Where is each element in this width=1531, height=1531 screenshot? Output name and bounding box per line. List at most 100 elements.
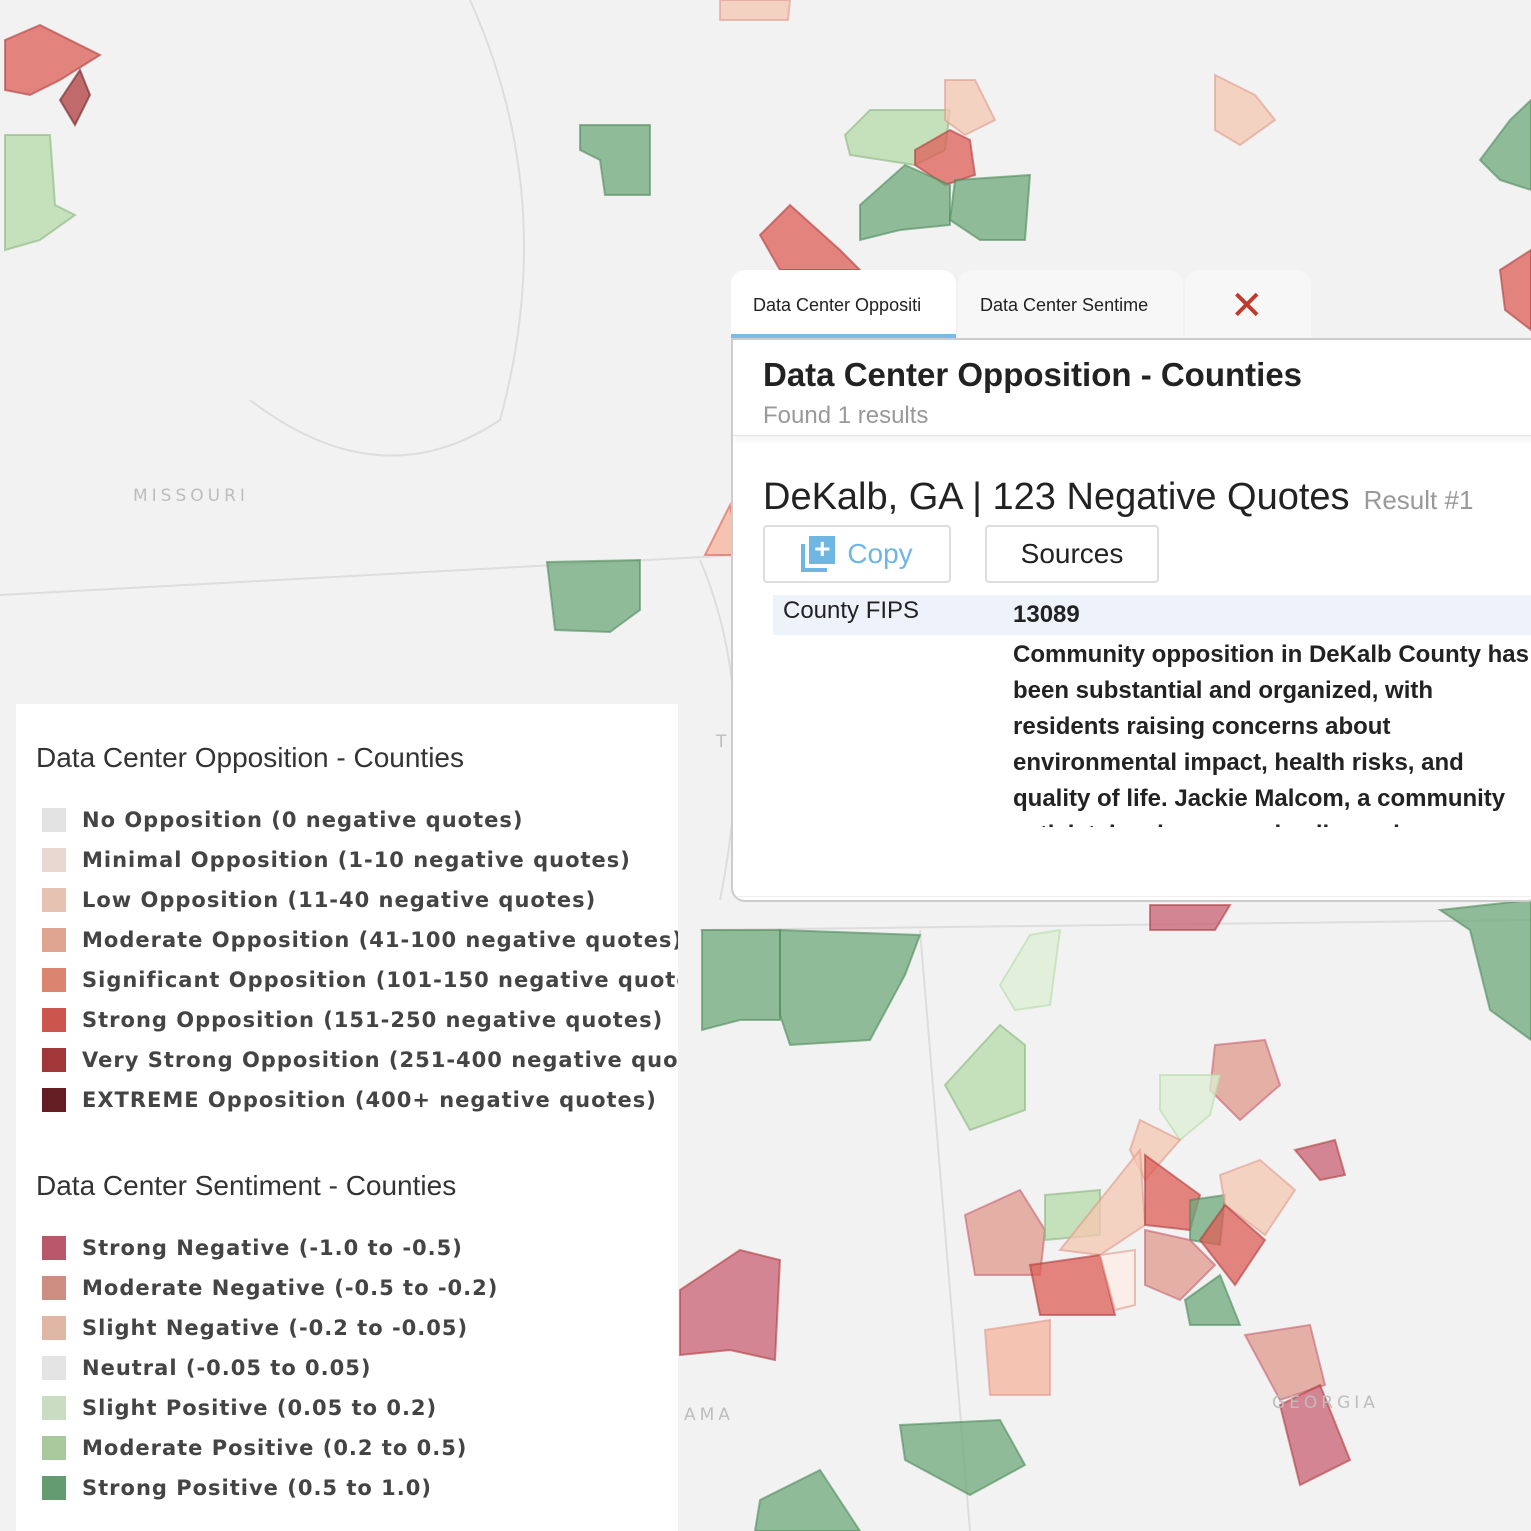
copy-label: Copy (847, 538, 913, 569)
county-polygon (1159, 1074, 1222, 1142)
county-polygon (983, 1318, 1051, 1396)
legend-item: Slight Positive (0.05 to 0.2) (36, 1388, 658, 1428)
legend-label: Moderate Opposition (41-100 negative quo… (82, 928, 678, 952)
county-polygon (753, 1468, 862, 1531)
legend-label: Slight Negative (-0.2 to -0.05) (82, 1316, 469, 1340)
legend-label: No Opposition (0 negative quotes) (82, 808, 524, 832)
legend-swatch (42, 968, 66, 992)
county-polygon (1208, 1038, 1282, 1122)
table-row: County FIPS 13089 (773, 595, 1531, 635)
state-label-alabama: AMA (684, 1405, 734, 1425)
legend-item: Significant Opposition (101-150 negative… (36, 960, 678, 1000)
county-polygon (1214, 73, 1277, 147)
legend-item: Very Strong Opposition (251-400 negative… (36, 1040, 678, 1080)
legend-item: Strong Negative (-1.0 to -0.5) (36, 1228, 658, 1268)
legend-label: Strong Opposition (151-250 negative quot… (82, 1008, 664, 1032)
legend-item: Minimal Opposition (1-10 negative quotes… (36, 840, 658, 880)
county-polygon (4, 134, 77, 252)
popup-title: Data Center Opposition - Counties (763, 356, 1303, 393)
legend-title-opposition: Data Center Opposition - Counties (36, 742, 464, 773)
legend-swatch (42, 888, 66, 912)
legend-item: EXTREME Opposition (400+ negative quotes… (36, 1080, 658, 1120)
county-polygon (1149, 904, 1232, 931)
state-label-missouri: MISSOURI (133, 486, 249, 506)
legend-item: Moderate Opposition (41-100 negative quo… (36, 920, 678, 960)
copy-plus-icon: + (801, 535, 836, 572)
legend-swatch (42, 1276, 66, 1300)
county-polygon (1498, 248, 1531, 332)
legend-swatch (42, 1476, 66, 1500)
legend-item: Neutral (-0.05 to 0.05) (36, 1348, 658, 1388)
field-value-description: Community opposition in DeKalb County ha… (1013, 641, 1529, 827)
tab-opposition[interactable]: Data Center Oppositi (731, 270, 956, 338)
legend-item: Strong Positive (0.5 to 1.0) (36, 1468, 658, 1508)
legend-swatch (42, 1008, 66, 1032)
copy-button[interactable]: + Copy (763, 525, 951, 583)
attribute-table: County FIPS 13089 Community opposition in… (773, 595, 1531, 829)
legend-item: Strong Opposition (151-250 negative quot… (36, 1000, 662, 1040)
field-value: 13089 (1013, 595, 1531, 635)
state-label-tennessee: T (716, 732, 731, 752)
legend-swatch (42, 1048, 66, 1072)
county-polygon (943, 1023, 1026, 1132)
legend-swatch (42, 1436, 66, 1460)
county-polygon (545, 558, 641, 634)
result-count: Found 1 results (763, 402, 929, 429)
legend-label: EXTREME Opposition (400+ negative quotes… (82, 1088, 657, 1112)
county-polygon (1198, 1203, 1267, 1287)
county-polygon (898, 1418, 1027, 1497)
county-polygon (701, 929, 781, 1032)
county-polygon (944, 79, 997, 137)
legend-swatch (42, 848, 66, 872)
legend-label: Moderate Positive (0.2 to 0.5) (82, 1436, 468, 1460)
popup: Data Center Oppositi Data Center Sentime… (731, 270, 1531, 902)
county-polygon (758, 203, 863, 271)
legend-swatch (42, 1356, 66, 1380)
county-polygon (1243, 1323, 1327, 1402)
legend-swatch (42, 1236, 66, 1260)
legend-title-sentiment: Data Center Sentiment - Counties (36, 1170, 457, 1201)
state-label-georgia: GEORGIA (1272, 1393, 1379, 1413)
field-key (773, 635, 1013, 829)
close-tab[interactable]: ✕ (1185, 270, 1311, 338)
tab-sentiment[interactable]: Data Center Sentime (958, 270, 1183, 338)
county-polygon (963, 1188, 1047, 1276)
result-title: DeKalb, GA | 123 Negative Quotes (763, 476, 1350, 518)
legend-item: No Opposition (0 negative quotes) (36, 800, 658, 840)
legend-swatch (42, 808, 66, 832)
county-polygon (1028, 1253, 1117, 1316)
county-polygon (1293, 1138, 1347, 1182)
legend-label: Minimal Opposition (1-10 negative quotes… (82, 848, 631, 872)
legend-swatch (42, 928, 66, 952)
county-polygon (779, 928, 922, 1047)
legend-swatch (42, 1088, 66, 1112)
legend-label: Low Opposition (11-40 negative quotes) (82, 888, 597, 912)
county-polygon (1144, 1228, 1217, 1302)
county-polygon (1098, 1248, 1136, 1312)
close-x-icon[interactable]: ✕ (1230, 284, 1264, 328)
legend-label: Strong Positive (0.5 to 1.0) (82, 1476, 432, 1500)
county-polygon (1278, 1383, 1352, 1487)
field-key: County FIPS (773, 595, 1013, 635)
legend-item: Moderate Positive (0.2 to 0.5) (36, 1428, 658, 1468)
county-polygon (914, 128, 977, 187)
popup-footer (733, 896, 1531, 900)
county-polygon (4, 23, 103, 97)
county-polygon (1478, 98, 1531, 192)
county-polygon (58, 67, 92, 128)
legend-swatch (42, 1396, 66, 1420)
legend-label: Slight Positive (0.05 to 0.2) (82, 1396, 438, 1420)
legend-swatch (42, 1316, 66, 1340)
legend-item: Low Opposition (11-40 negative quotes) (36, 880, 658, 920)
table-row: Community opposition in DeKalb County ha… (773, 635, 1531, 829)
legend-label: Neutral (-0.05 to 0.05) (82, 1356, 372, 1380)
county-polygon (1183, 1273, 1242, 1326)
map-legend: Data Center Opposition - Counties No Opp… (16, 704, 678, 1531)
county-polygon (679, 1248, 782, 1362)
sources-button[interactable]: Sources (985, 525, 1159, 583)
county-polygon (719, 0, 792, 21)
legend-label: Strong Negative (-1.0 to -0.5) (82, 1236, 463, 1260)
legend-label: Significant Opposition (101-150 negative… (82, 968, 678, 992)
county-polygon (859, 163, 951, 242)
